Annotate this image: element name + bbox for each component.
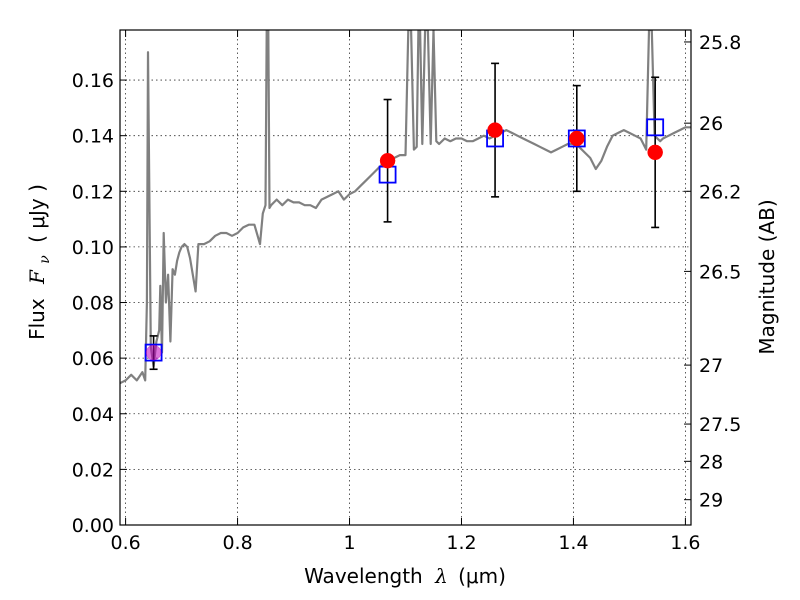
y2-tick-label: 27 — [699, 355, 723, 377]
grid — [120, 30, 691, 526]
y2-tick-label: 26.2 — [699, 181, 741, 203]
y-axis-label: Flux F ν ( μJy ) — [25, 184, 54, 340]
y-tick-label: 0.10 — [72, 237, 114, 259]
model-square — [144, 343, 163, 362]
y-tick-label: 0.14 — [72, 126, 114, 148]
y2-tick-label: 26 — [699, 113, 723, 135]
y2-axis-label: Magnitude (AB) — [755, 199, 779, 354]
ticks: 0.6 0.8 1 1.2 1.4 1.6 0.00 0.02 0.04 0.06 0.08 0.10… — [72, 30, 741, 554]
y-tick-label: 0.12 — [72, 181, 114, 203]
observed-point — [569, 130, 585, 147]
point-layer — [144, 118, 665, 362]
observed-point — [379, 152, 396, 169]
x-tick-label: 1.2 — [446, 532, 476, 554]
y-tick-label: 0.00 — [72, 515, 114, 537]
y-tick-label: 0.02 — [72, 459, 114, 481]
y-tick-label: 0.04 — [72, 404, 114, 426]
x-tick-label: 0.8 — [222, 532, 252, 554]
y2-tick-label: 27.5 — [699, 414, 741, 436]
model-square — [567, 129, 586, 148]
y2-tick-label: 28 — [699, 451, 723, 473]
y2-tick-label: 29 — [699, 490, 723, 512]
model-square — [646, 118, 665, 137]
y2-tick-label: 26.5 — [699, 261, 741, 283]
observed-point — [145, 344, 162, 361]
y-tick-label: 0.08 — [72, 293, 114, 315]
x-tick-label: 1 — [343, 532, 355, 554]
x-tick-label: 0.6 — [110, 532, 140, 554]
x-tick-label: 1.6 — [670, 532, 700, 554]
observed-point — [487, 122, 503, 138]
x-tick-label: 1.4 — [558, 532, 588, 554]
y-tick-label: 0.06 — [72, 348, 114, 370]
y2-tick-label: 25.8 — [699, 32, 741, 54]
observed-point — [647, 144, 663, 161]
y-tick-label: 0.16 — [72, 70, 114, 92]
x-axis-label: Wavelength λ (μm) — [304, 564, 506, 588]
plot-frame — [119, 29, 692, 526]
